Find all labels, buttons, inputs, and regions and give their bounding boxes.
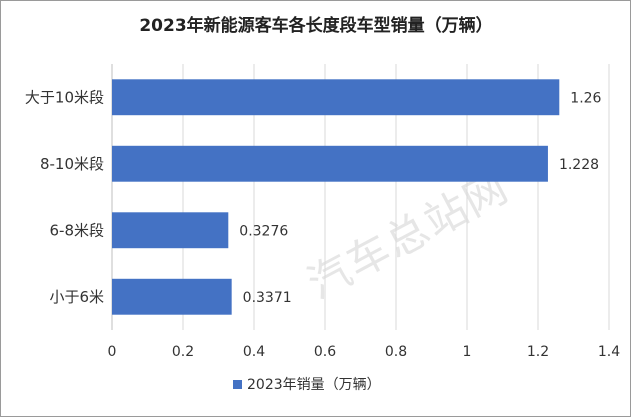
watermark: 汽车总站网 [300, 162, 517, 309]
x-tick-label: 0.4 [243, 344, 265, 360]
data-label: 1.228 [559, 157, 599, 173]
data-label: 0.3371 [243, 290, 292, 306]
x-tick-label: 1.2 [527, 344, 549, 360]
legend: 2023年销量（万辆） [233, 377, 381, 393]
category-label: 6-8米段 [50, 221, 105, 239]
chart-title: 2023年新能源客车各长度段车型销量（万辆） [139, 15, 492, 36]
bar [112, 145, 548, 182]
bars: 1.26 1.228 0.3276 0.3371 [112, 79, 602, 315]
x-tick-label: 1 [463, 344, 472, 360]
legend-label: 2023年销量（万辆） [247, 377, 381, 393]
bar [112, 79, 560, 116]
x-tick-label: 1.4 [598, 344, 620, 360]
x-tick-label: 0.2 [172, 344, 194, 360]
bar [112, 212, 229, 249]
x-tick-labels: 0 0.2 0.4 0.6 0.8 1 1.2 1.4 [108, 344, 621, 360]
category-label: 8-10米段 [40, 155, 104, 173]
category-label: 大于10米段 [25, 88, 104, 106]
legend-swatch [233, 380, 242, 389]
data-label: 0.3276 [239, 223, 288, 239]
x-tick-label: 0.8 [385, 344, 407, 360]
bar [112, 278, 232, 315]
data-label: 1.26 [570, 90, 601, 106]
x-tick-label: 0 [108, 344, 117, 360]
x-tick-label: 0.6 [314, 344, 336, 360]
category-label: 小于6米 [49, 288, 104, 306]
